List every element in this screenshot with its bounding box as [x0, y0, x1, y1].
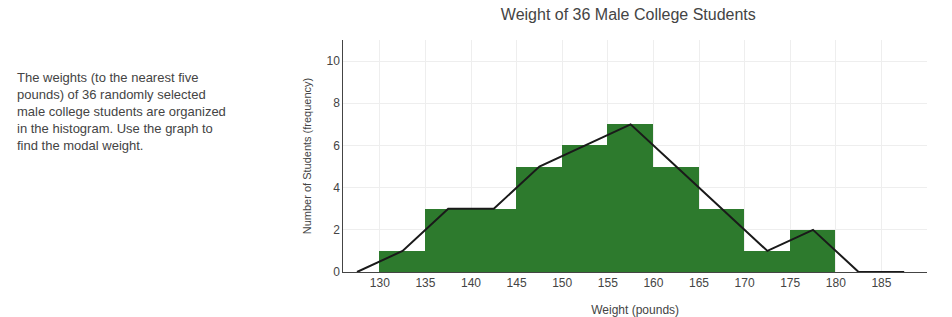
svg-text:130: 130: [370, 276, 390, 290]
svg-text:155: 155: [598, 276, 618, 290]
svg-text:170: 170: [735, 276, 755, 290]
svg-text:165: 165: [689, 276, 709, 290]
svg-text:145: 145: [507, 276, 527, 290]
svg-text:150: 150: [552, 276, 572, 290]
svg-text:160: 160: [643, 276, 663, 290]
svg-text:0: 0: [333, 265, 340, 279]
svg-text:4: 4: [333, 181, 340, 195]
svg-text:Weight of 36 Male College Stud: Weight of 36 Male College Students: [501, 6, 756, 23]
svg-text:2: 2: [333, 223, 340, 237]
svg-text:140: 140: [461, 276, 481, 290]
svg-text:175: 175: [780, 276, 800, 290]
svg-text:180: 180: [826, 276, 846, 290]
svg-text:8: 8: [333, 96, 340, 110]
svg-text:185: 185: [871, 276, 891, 290]
svg-text:135: 135: [415, 276, 435, 290]
svg-text:Weight (pounds): Weight (pounds): [591, 303, 679, 317]
svg-text:The weights (to the nearest fi: The weights (to the nearest fivepounds) …: [17, 70, 226, 153]
svg-text:6: 6: [333, 139, 340, 153]
svg-text:Number of Students (frequency): Number of Students (frequency): [301, 78, 313, 235]
svg-text:10: 10: [327, 54, 341, 68]
